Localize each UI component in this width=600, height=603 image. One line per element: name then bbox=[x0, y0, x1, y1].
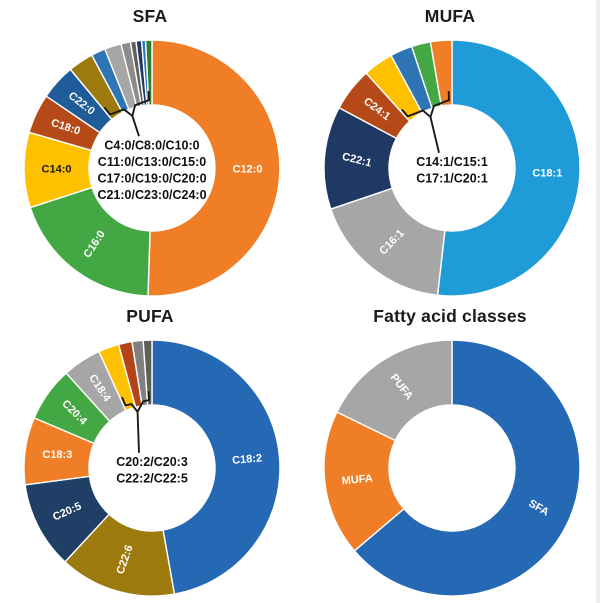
center-group-label-line: C20:2/C20:3 bbox=[116, 455, 188, 469]
chart-title-sfa: SFA bbox=[132, 6, 168, 26]
slice-label: C18:2 bbox=[232, 452, 263, 467]
donut-slice-pufa bbox=[335, 339, 453, 442]
slice-label: C18:3 bbox=[42, 449, 72, 461]
slice-label: C12:0 bbox=[233, 164, 263, 176]
slice-label: C18:1 bbox=[532, 167, 562, 179]
donut-slice-c18-1 bbox=[436, 39, 581, 297]
center-group-label-line: C17:0/C19:0/C20:0 bbox=[97, 171, 206, 185]
donut-slice-minor bbox=[429, 39, 453, 107]
group-bracket-connector bbox=[131, 115, 140, 137]
center-group-label-line: C11:0/C13:0/C15:0 bbox=[98, 155, 206, 169]
center-group-label-line: C4:0/C8:0/C10:0 bbox=[104, 138, 199, 152]
slice-label: C14:0 bbox=[42, 164, 72, 176]
sfa-chart-panel: SFA C12:0 C16:0 C14:0 C18:0 C22:0 C4:0/C8:0/C… bbox=[0, 0, 300, 300]
chart-title-pufa: PUFA bbox=[126, 306, 174, 326]
center-group-label-line: C22:2/C22:5 bbox=[116, 471, 188, 485]
group-bracket-connector bbox=[136, 411, 140, 453]
donut-slice-c16-1 bbox=[329, 187, 446, 296]
donut-slice-minor bbox=[142, 339, 153, 406]
group-bracket-connector bbox=[429, 116, 440, 153]
sfa-donut-svg: C12:0C16:0C14:0C18:0C22:0C4:0/C8:0/C10:0… bbox=[23, 39, 281, 297]
classes-chart-panel: Fatty acid classes SFA MUFA PUFA bbox=[300, 300, 600, 603]
mufa-chart-panel: MUFA C18:1 C16:1 C22:1 C24:1 C14:1/C15:1 C17:… bbox=[300, 0, 600, 300]
donut-slice-c12-0 bbox=[147, 39, 281, 297]
donut-slice-c16-0 bbox=[29, 186, 151, 297]
chart-title-classes: Fatty acid classes bbox=[373, 306, 527, 326]
center-group-label-line: C21:0/C23:0/C24:0 bbox=[97, 188, 206, 202]
donut-slice-minor bbox=[144, 39, 153, 106]
mufa-donut-svg: C18:1C16:1C22:1C24:1C14:1/C15:1C17:1/C20… bbox=[323, 39, 581, 297]
chart-title-mufa: MUFA bbox=[424, 6, 476, 26]
pufa-chart-panel: PUFA C18:2 C22:6 C20:5 C18:3 C20:4 C18:4 C20:2… bbox=[0, 300, 300, 603]
pufa-donut-svg: C18:2C22:6C20:5C18:3C20:4C18:4C20:2/C20:… bbox=[23, 339, 281, 597]
slice-label: MUFA bbox=[341, 473, 373, 488]
donut-slice-c18-2 bbox=[151, 339, 281, 595]
donut-slice-sfa bbox=[353, 339, 581, 597]
center-group-label-line: C17:1/C20:1 bbox=[416, 171, 488, 185]
center-group-label-line: C14:1/C15:1 bbox=[416, 155, 488, 169]
